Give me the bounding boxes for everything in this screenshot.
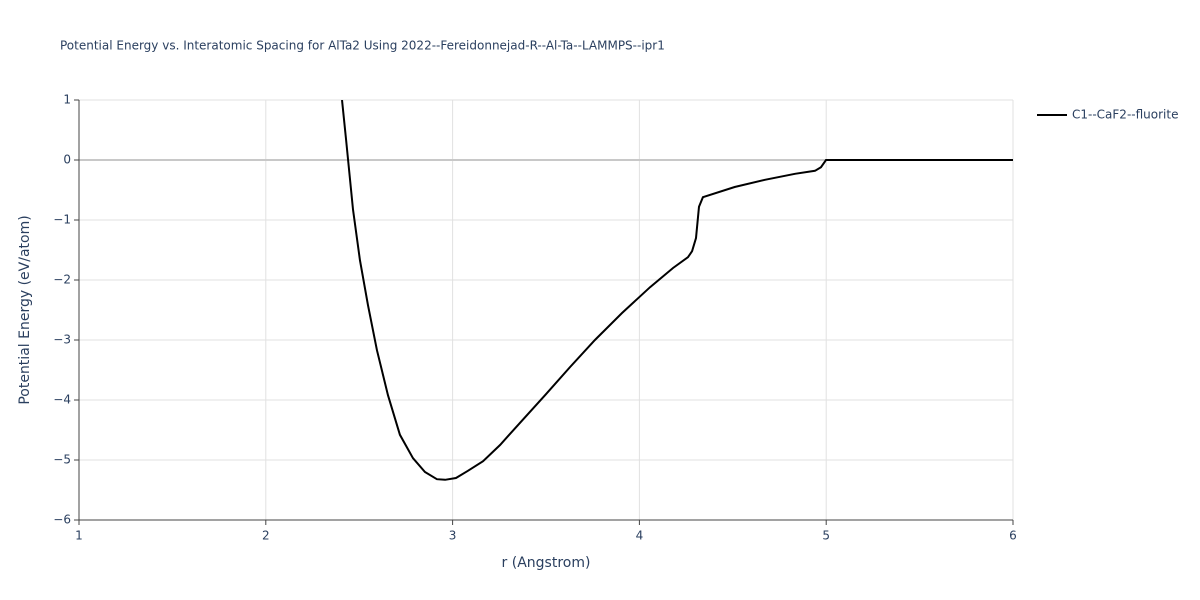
x-axis-label: r (Angstrom) <box>502 555 591 571</box>
y-tick-label: −4 <box>53 393 71 407</box>
legend-label: C1--CaF2--fluorite <box>1072 108 1178 122</box>
chart-title: Potential Energy vs. Interatomic Spacing… <box>60 39 665 53</box>
x-tick-label: 3 <box>449 529 457 543</box>
x-tick-label: 6 <box>1009 529 1017 543</box>
x-tick-label: 5 <box>822 529 830 543</box>
y-tick-label: −2 <box>53 273 71 287</box>
y-tick-label: 1 <box>63 93 71 107</box>
line <box>341 100 1013 481</box>
x-tick-label: 4 <box>636 529 644 543</box>
x-tick-label: 1 <box>75 529 83 543</box>
y-tick-label: −5 <box>53 453 71 467</box>
x-tick-label: 2 <box>262 529 270 543</box>
y-tick-label: 0 <box>63 153 71 167</box>
y-tick-label: −3 <box>53 333 71 347</box>
y-axis-label: Potential Energy (eV/atom) <box>17 215 33 404</box>
y-tick-label: −6 <box>53 513 71 527</box>
y-tick-label: −1 <box>53 213 71 227</box>
